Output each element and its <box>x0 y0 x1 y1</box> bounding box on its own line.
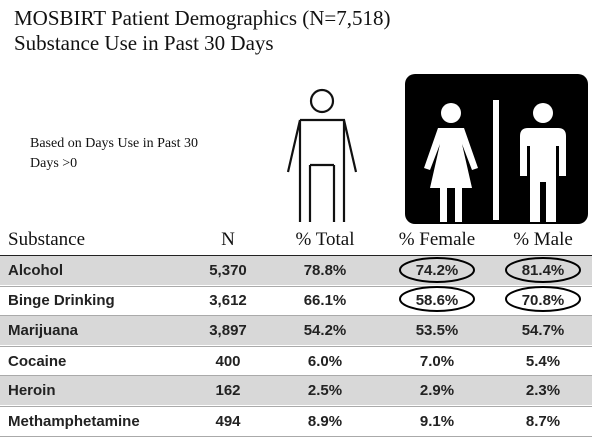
person-icon <box>286 88 358 222</box>
table-row: Methamphetamine 494 8.9% 9.1% 8.7% <box>0 405 592 437</box>
male-icon <box>520 103 566 222</box>
female-n: N=2,983 <box>417 78 457 90</box>
cell: 81.4% <box>521 261 565 279</box>
cell: 7.0% <box>419 352 455 370</box>
cell: 58.6% <box>415 292 459 310</box>
header-row: Substance N % Total % Female % Male <box>0 224 592 256</box>
cell: 6.0% <box>307 352 343 370</box>
title-block: MOSBIRT Patient Demographics (N=7,518) S… <box>14 6 391 56</box>
cell: 66.1% <box>303 292 347 310</box>
icons <box>286 74 588 224</box>
cell: 3,612 <box>209 292 247 310</box>
cell: % Male <box>513 228 573 250</box>
table-row: Heroin 162 2.5% 2.9% 2.3% <box>0 376 592 406</box>
cell: 8.7% <box>525 412 561 430</box>
cell: 2.9% <box>419 382 455 400</box>
cell: % Female <box>398 228 476 250</box>
cell: 9.1% <box>419 412 455 430</box>
cell: Binge Drinking <box>8 292 115 310</box>
cell: N <box>221 228 235 250</box>
cell: 400 <box>215 352 241 370</box>
cell: 53.5% <box>415 321 459 339</box>
female-icon <box>424 103 478 222</box>
cell: 5,370 <box>209 261 247 279</box>
title: MOSBIRT Patient Demographics (N=7,518) <box>14 6 391 30</box>
cell: Marijuana <box>8 321 79 339</box>
cell: 70.8% <box>521 292 565 310</box>
table-row: Cocaine 400 6.0% 7.0% 5.4% <box>0 345 592 377</box>
cell: 74.2% <box>415 261 459 279</box>
cell: Alcohol <box>8 261 63 279</box>
cell: Cocaine <box>8 352 67 370</box>
cell: 3,897 <box>209 321 247 339</box>
cell: 162 <box>215 382 241 400</box>
cell: Methamphetamine <box>8 412 140 430</box>
subtitle: Substance Use in Past 30 Days <box>14 31 274 55</box>
cell: 5.4% <box>525 352 561 370</box>
note: Based on Days Use in Past 30 Days >0 <box>30 136 198 171</box>
cell: 494 <box>215 412 241 430</box>
cell: 54.2% <box>303 321 347 339</box>
table: Substance N % Total % Female % Male Alcohol 5,… <box>0 224 592 437</box>
table-row: Binge Drinking 3,612 66.1% 58.6% 70.8% <box>0 285 592 317</box>
table-row: Marijuana 3,897 54.2% 53.5% 54.7% <box>0 316 592 346</box>
cell: 54.7% <box>521 321 565 339</box>
table-row: Alcohol 5,370 78.8% 74.2% 81.4% <box>0 256 592 286</box>
cell: 2.3% <box>525 382 561 400</box>
cell: 2.5% <box>307 382 343 400</box>
cell: Substance <box>8 228 86 250</box>
cell: % Total <box>295 228 355 250</box>
cell: Heroin <box>8 382 56 400</box>
male-n: N=4,535 <box>523 78 563 90</box>
divider <box>493 100 499 220</box>
cell: 8.9% <box>307 412 343 430</box>
cell: 78.8% <box>303 261 347 279</box>
